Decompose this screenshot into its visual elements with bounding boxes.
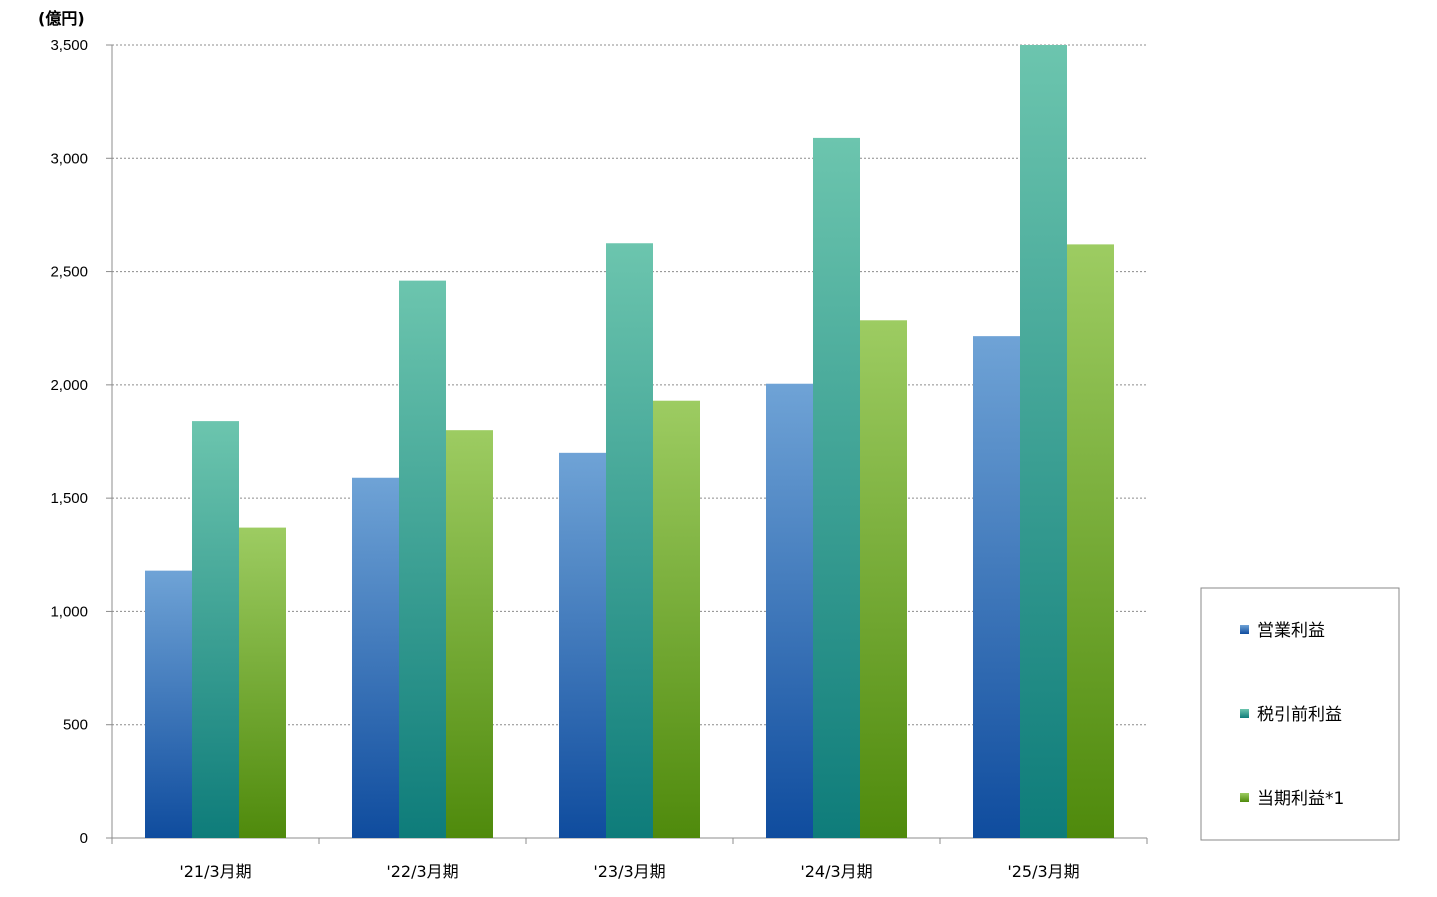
- bar: [606, 243, 653, 838]
- bar: [973, 336, 1020, 838]
- bar: [559, 452, 606, 838]
- bar: [239, 527, 286, 838]
- bar: [1067, 244, 1114, 838]
- y-tick-label: 2,000: [50, 377, 88, 394]
- bar: [813, 137, 860, 838]
- bar: [860, 320, 907, 838]
- y-tick-label: 0: [80, 830, 88, 847]
- legend-box: [1200, 587, 1400, 841]
- y-tick-label: 1,000: [50, 603, 88, 620]
- y-tick-label: 2,500: [50, 264, 88, 281]
- y-tick-label: 3,500: [50, 37, 88, 54]
- bar: [653, 400, 700, 838]
- bar: [192, 421, 239, 838]
- bar: [399, 280, 446, 838]
- legend-label: 税引前利益: [1257, 705, 1342, 725]
- bars: [145, 45, 1114, 838]
- legend-label: 当期利益*1: [1257, 789, 1344, 809]
- x-tick-label: '24/3月期: [800, 862, 872, 881]
- y-tick-label: 1,500: [50, 490, 88, 507]
- legend-swatch: [1240, 793, 1249, 802]
- y-tick-label: 3,000: [50, 150, 88, 167]
- x-tick-label: '22/3月期: [386, 862, 458, 881]
- legend-swatch: [1240, 709, 1249, 718]
- y-tick-labels: 0 500 1,000 1,500 2,000 2,500 3,000 3,500: [50, 37, 88, 847]
- unit-label: (億円): [38, 9, 85, 28]
- bar: [352, 477, 399, 838]
- x-tick-label: '23/3月期: [593, 862, 665, 881]
- bar: [1020, 45, 1067, 838]
- bar: [766, 383, 813, 838]
- bar: [145, 570, 192, 838]
- x-tick-label: '21/3月期: [179, 862, 251, 881]
- y-tick-label: 500: [63, 717, 88, 734]
- x-tick-label: '25/3月期: [1007, 862, 1079, 881]
- legend-label: 営業利益: [1257, 621, 1325, 641]
- bar: [446, 430, 493, 838]
- x-tick-labels: '21/3月期 '22/3月期 '23/3月期 '24/3月期 '25/3月期: [179, 862, 1079, 881]
- legend-swatch: [1240, 625, 1249, 634]
